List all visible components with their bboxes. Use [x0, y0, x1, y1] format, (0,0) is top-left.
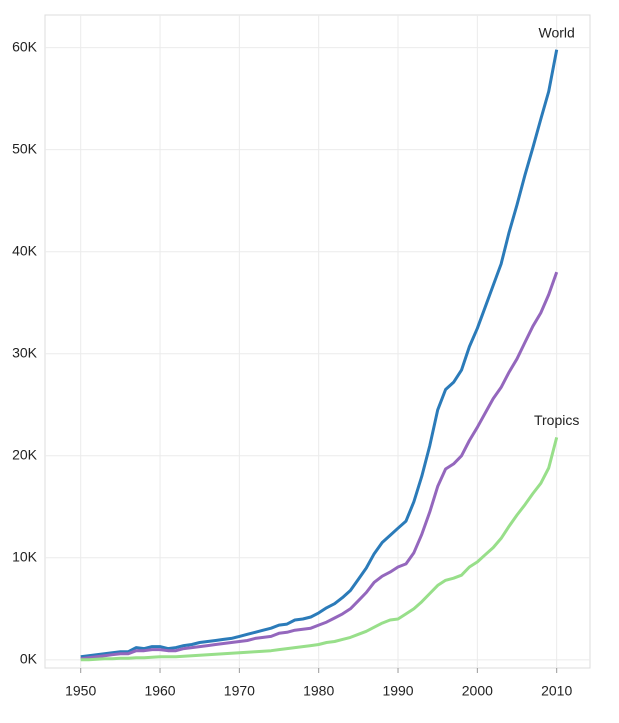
x-tick-label: 1950 — [65, 683, 96, 699]
series-line — [80, 271, 559, 661]
plot-frame — [44, 14, 591, 669]
y-tick-label: 50K — [12, 140, 38, 156]
x-tick-label: 1960 — [144, 683, 175, 699]
x-tick-label: 2010 — [541, 683, 572, 699]
series-label: World — [539, 24, 575, 40]
y-tick-label: 10K — [12, 549, 38, 565]
y-tick-label: 20K — [12, 446, 38, 462]
series-line — [80, 437, 559, 662]
y-tick-label: 30K — [12, 344, 38, 360]
y-tick-label: 60K — [12, 38, 38, 54]
x-tick-label: 1980 — [303, 683, 334, 699]
series-label: Tropics — [534, 412, 579, 428]
x-tick-label: 2000 — [462, 683, 493, 699]
series-line — [80, 49, 559, 659]
x-tick-label: 1970 — [224, 683, 255, 699]
y-tick-label: 40K — [12, 242, 38, 258]
x-tick-label: 1990 — [382, 683, 413, 699]
y-tick-label: 0K — [20, 651, 38, 667]
